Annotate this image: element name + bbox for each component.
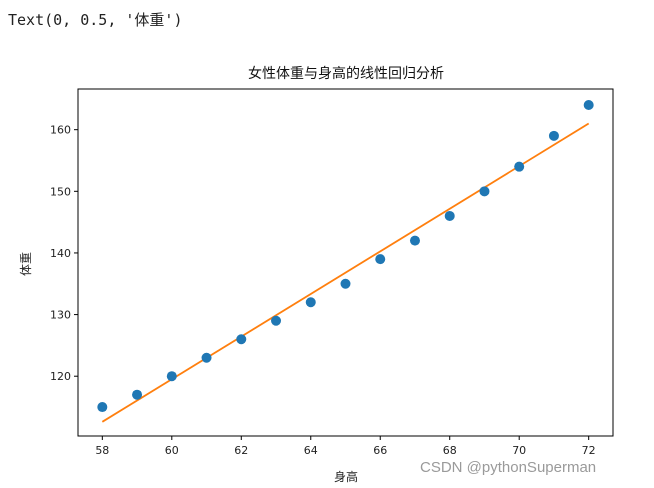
output-text: Text(0, 0.5, '体重') (8, 11, 183, 29)
data-point (479, 186, 490, 197)
data-point (132, 389, 143, 400)
x-axis-label: 身高 (334, 469, 358, 484)
x-tick-label: 68 (443, 444, 457, 457)
chart-title: 女性体重与身高的线性回归分析 (248, 65, 444, 82)
data-point (409, 235, 420, 246)
watermark: CSDN @pythonSuperman (420, 459, 597, 476)
x-tick-label: 62 (234, 444, 248, 457)
x-tick-label: 64 (304, 444, 318, 457)
data-point (271, 315, 282, 326)
data-point (166, 371, 177, 382)
x-tick-label: 70 (512, 444, 526, 457)
y-tick-label: 120 (50, 370, 71, 383)
y-axis-label: 体重 (19, 252, 33, 276)
data-point (583, 100, 594, 111)
data-point (340, 278, 351, 289)
y-tick-label: 160 (50, 124, 71, 137)
x-tick-label: 66 (373, 444, 387, 457)
x-tick-label: 58 (95, 444, 109, 457)
data-point (97, 402, 108, 413)
data-point (444, 210, 455, 221)
y-tick-label: 150 (50, 185, 71, 198)
data-point (201, 352, 212, 363)
y-tick-label: 130 (50, 309, 71, 322)
data-point (548, 130, 559, 141)
regression-line (101, 122, 590, 423)
data-point (514, 161, 525, 172)
data-point (305, 297, 316, 308)
plot-frame (77, 88, 614, 437)
data-point (236, 334, 247, 345)
data-point (375, 254, 386, 265)
plot-layer: 58 60 62 64 66 68 70 72 120 130 140 150 160 (50, 88, 614, 457)
x-tick-label: 60 (165, 444, 179, 457)
x-tick-label: 72 (582, 444, 596, 457)
y-tick-label: 140 (50, 247, 71, 260)
